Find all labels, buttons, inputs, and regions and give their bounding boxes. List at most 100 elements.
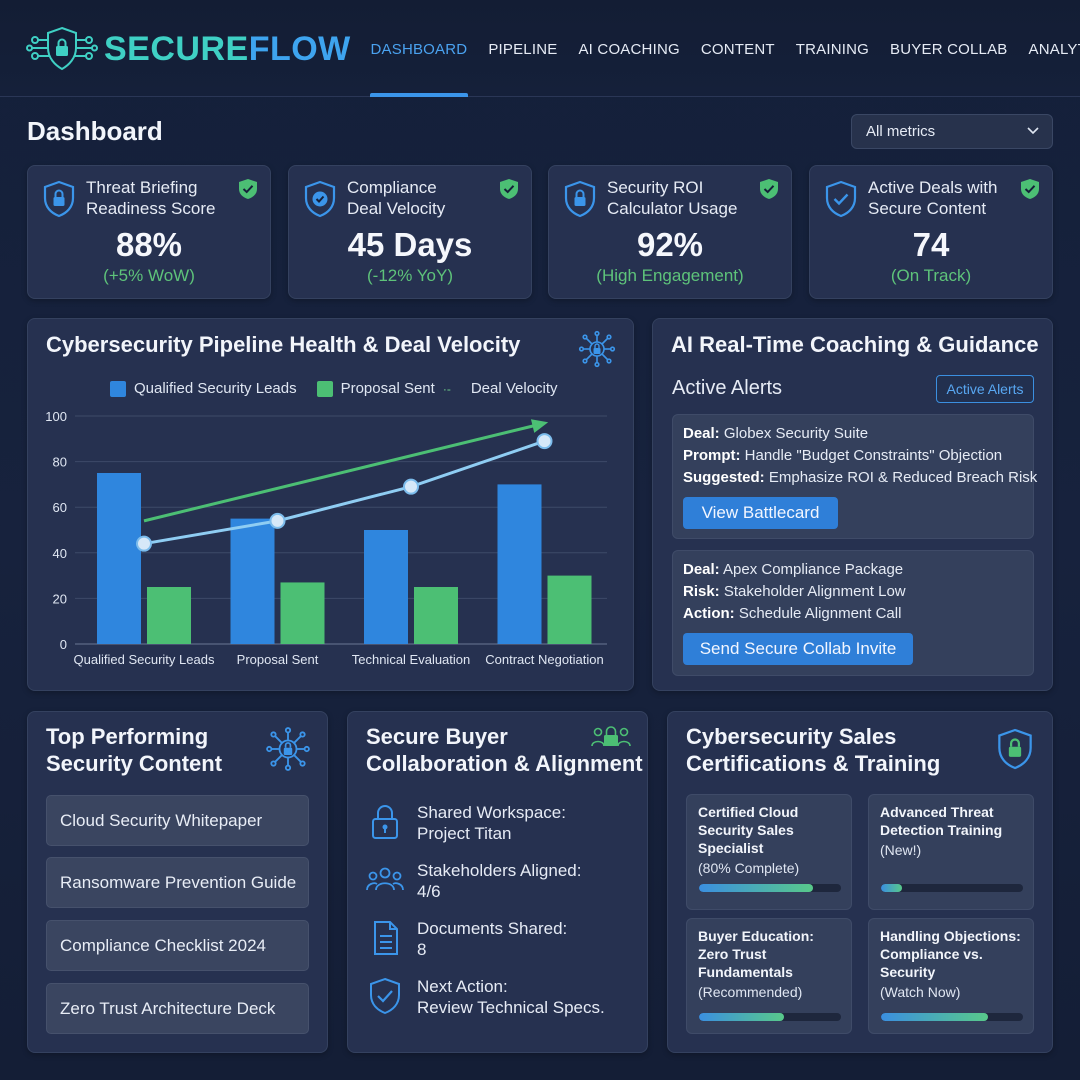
nav-buyer-collab[interactable]: BUYER COLLAB: [890, 41, 1008, 58]
active-alerts-button[interactable]: Active Alerts: [936, 375, 1034, 403]
logo-text-part1: SECURE: [104, 30, 249, 68]
trend-arrow-line: [143, 423, 537, 523]
bar-qualified-leads: [230, 518, 275, 644]
view-battlecard-button[interactable]: View Battlecard: [683, 497, 838, 529]
alert-deal: Deal: Apex Compliance Package: [683, 561, 903, 578]
legend-label: Qualified Security Leads: [134, 380, 297, 397]
alert-field-value: Stakeholder Alignment Low: [719, 583, 906, 600]
cert-card[interactable]: Handling Objections: Compliance vs. Secu…: [868, 918, 1034, 1034]
nav-pipeline[interactable]: PIPELINE: [488, 41, 558, 58]
collab-value: Project Titan: [417, 824, 512, 843]
kpi-label-line2: Readiness Score: [86, 199, 216, 218]
kpi-card-roi-calculator[interactable]: Security ROI Calculator Usage 92% (High E…: [548, 165, 792, 299]
nav-ai-coaching[interactable]: AI COACHING: [578, 41, 680, 58]
kpi-label: Compliance Deal Velocity: [347, 177, 517, 219]
title-line1: Cybersecurity Sales: [686, 724, 897, 749]
shield-check-icon: [304, 180, 336, 218]
cert-card[interactable]: Advanced Threat Detection Training (New!…: [868, 794, 1034, 910]
kpi-change: (High Engagement): [596, 266, 744, 285]
kpi-value: 74: [912, 226, 950, 263]
x-tick-label: Technical Evaluation: [352, 652, 471, 667]
cert-progress-fill: [881, 1013, 988, 1021]
alert-deal: Deal: Globex Security Suite: [683, 425, 868, 442]
alert-field-label: Risk:: [683, 583, 720, 600]
y-tick-label: 0: [60, 637, 67, 652]
collab-text: Shared Workspace: Project Titan: [417, 802, 566, 844]
content-item[interactable]: Compliance Checklist 2024: [46, 920, 309, 971]
bar-proposal-sent: [280, 582, 325, 644]
send-collab-invite-button[interactable]: Send Secure Collab Invite: [683, 633, 913, 665]
cert-status: (New!): [880, 842, 922, 858]
cert-status: (Recommended): [698, 984, 803, 1000]
chevron-down-icon: [1027, 127, 1039, 135]
nav-training[interactable]: TRAINING: [795, 41, 870, 58]
shield-lock-icon: [564, 180, 596, 218]
pipeline-chart: 0 20 40 60 80 100 Qualified Security Leads Prop…: [45, 409, 607, 667]
kpi-label-line1: Threat Briefing: [86, 178, 198, 197]
nav-content[interactable]: CONTENT: [700, 41, 775, 58]
shield-lock-icon: [43, 180, 75, 218]
team-lock-icon[interactable]: [590, 724, 632, 750]
alert-field-label: Deal:: [683, 561, 720, 578]
title-line1: Secure Buyer: [366, 724, 508, 749]
kpi-label-line2: Secure Content: [868, 199, 987, 218]
title-line2: Certifications & Training: [686, 751, 941, 776]
alert-field-value: Handle "Budget Constraints" Objection: [740, 447, 1003, 464]
network-security-icon[interactable]: [265, 726, 311, 772]
kpi-change: (+5% WoW): [103, 266, 195, 285]
shield-check-icon: [370, 977, 400, 1015]
deal-velocity-point: [536, 433, 553, 450]
kpi-label-line1: Active Deals with: [868, 178, 998, 197]
shield-lock-icon[interactable]: [996, 727, 1034, 771]
legend-item: Proposal Sent ·-: [316, 380, 451, 397]
lock-icon: [372, 805, 398, 839]
x-tick-label: Proposal Sent: [237, 652, 319, 667]
x-tick-label: Contract Negotiation: [485, 652, 604, 667]
bar-qualified-leads: [97, 473, 141, 644]
content-item[interactable]: Ransomware Prevention Guide: [46, 857, 309, 908]
logo[interactable]: SECUREFLOW: [26, 24, 351, 74]
pipeline-title: Cybersecurity Pipeline Health & Deal Vel…: [46, 332, 521, 357]
main-nav: DASHBOARD PIPELINE AI COACHING CONTENT T…: [360, 0, 1080, 97]
legend-item: Qualified Security Leads: [110, 380, 297, 397]
shield-check-icon: [825, 180, 857, 218]
collab-value: Review Technical Specs.: [417, 998, 605, 1017]
people-icon: [366, 867, 404, 891]
collab-label: Stakeholders Aligned:: [417, 861, 582, 880]
y-tick-label: 40: [53, 546, 67, 561]
buyer-collab-title: Secure Buyer Collaboration & Alignment: [366, 723, 643, 777]
content-item[interactable]: Zero Trust Architecture Deck: [46, 983, 309, 1034]
kpi-card-compliance-velocity[interactable]: Compliance Deal Velocity 45 Days (-12% Yo…: [288, 165, 532, 299]
content-item[interactable]: Cloud Security Whitepaper: [46, 795, 309, 846]
legend-label: Deal Velocity: [470, 380, 558, 397]
collab-text: Next Action: Review Technical Specs.: [417, 976, 605, 1018]
alert-prompt: Prompt: Handle "Budget Constraints" Obje…: [683, 447, 1002, 464]
cert-card[interactable]: Buyer Education: Zero Trust Fundamentals…: [686, 918, 852, 1034]
cert-name: Certified Cloud Security Sales Specialis…: [698, 804, 799, 856]
cert-progress-fill: [699, 884, 813, 892]
nav-dashboard[interactable]: DASHBOARD: [360, 0, 478, 97]
cert-progress-fill: [699, 1013, 785, 1021]
kpi-card-active-deals[interactable]: Active Deals with Secure Content 74 (On T…: [809, 165, 1053, 299]
training-title: Cybersecurity Sales Certifications & Trai…: [686, 723, 940, 777]
bar-qualified-leads: [497, 484, 542, 644]
alert-field-value: Globex Security Suite: [719, 425, 869, 442]
alert-card: Deal: Apex Compliance Package Risk: Stak…: [672, 550, 1034, 676]
coaching-title: AI Real-Time Coaching & Guidance: [671, 332, 1039, 357]
kpi-card-threat-briefing[interactable]: Threat Briefing Readiness Score 88% (+5% …: [27, 165, 271, 299]
kpi-change: (-12% YoY): [367, 266, 453, 285]
metrics-dropdown[interactable]: All metrics: [851, 114, 1053, 149]
legend-item: Deal Velocity: [471, 380, 558, 397]
collab-text: Stakeholders Aligned: 4/6: [417, 860, 581, 902]
top-content-title: Top Performing Security Content: [46, 723, 222, 777]
cert-card[interactable]: Certified Cloud Security Sales Specialis…: [686, 794, 852, 910]
network-security-icon[interactable]: [578, 330, 616, 368]
collab-label: Shared Workspace:: [417, 803, 566, 822]
kpi-value: 88%: [115, 226, 183, 263]
cert-progress-bar: [699, 884, 841, 892]
x-tick-label: Qualified Security Leads: [74, 652, 215, 667]
kpi-value: 92%: [636, 226, 704, 263]
alert-suggested: Suggested: Emphasize ROI & Reduced Breac…: [683, 469, 1037, 486]
cert-status: (Watch Now): [880, 984, 961, 1000]
nav-analytics[interactable]: ANALYTICS: [1028, 41, 1080, 58]
